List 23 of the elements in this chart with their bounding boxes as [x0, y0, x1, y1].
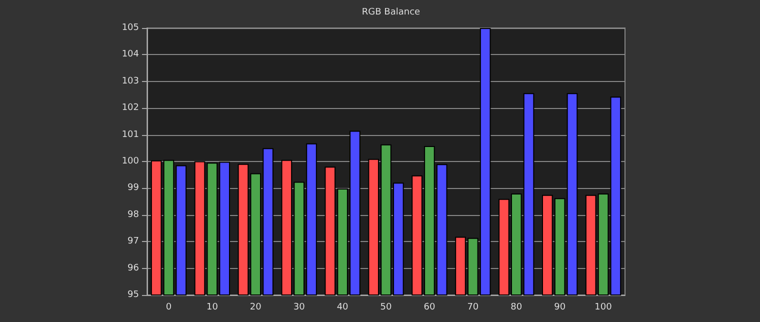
x-tick-label: 60 [424, 302, 436, 312]
x-tick-label: 30 [293, 302, 306, 312]
y-tick-label: 96 [128, 263, 140, 274]
x-tick-label: 50 [380, 302, 392, 312]
y-tick-label: 103 [122, 76, 139, 86]
x-tick-label: 100 [594, 302, 612, 312]
y-tick-label: 101 [122, 130, 139, 140]
x-tick-label: 20 [250, 302, 262, 312]
x-tick-label: 40 [336, 302, 349, 312]
y-tick-label: 98 [128, 210, 140, 220]
x-tick-label: 70 [467, 302, 479, 312]
y-tick-label: 102 [122, 103, 139, 114]
x-tick-label: 10 [206, 302, 218, 312]
y-tick-label: 104 [122, 50, 140, 60]
x-tick-label: 0 [166, 302, 172, 312]
y-tick-label: 95 [128, 290, 139, 300]
x-tick-label: 80 [510, 302, 522, 312]
y-tick-label: 97 [128, 236, 139, 247]
x-tick-label: 90 [554, 302, 566, 312]
y-tick-label: 100 [122, 156, 140, 166]
y-tick-label: 105 [122, 23, 139, 33]
y-tick-label: 99 [128, 183, 140, 194]
chart-title: RGB Balance [362, 8, 421, 18]
